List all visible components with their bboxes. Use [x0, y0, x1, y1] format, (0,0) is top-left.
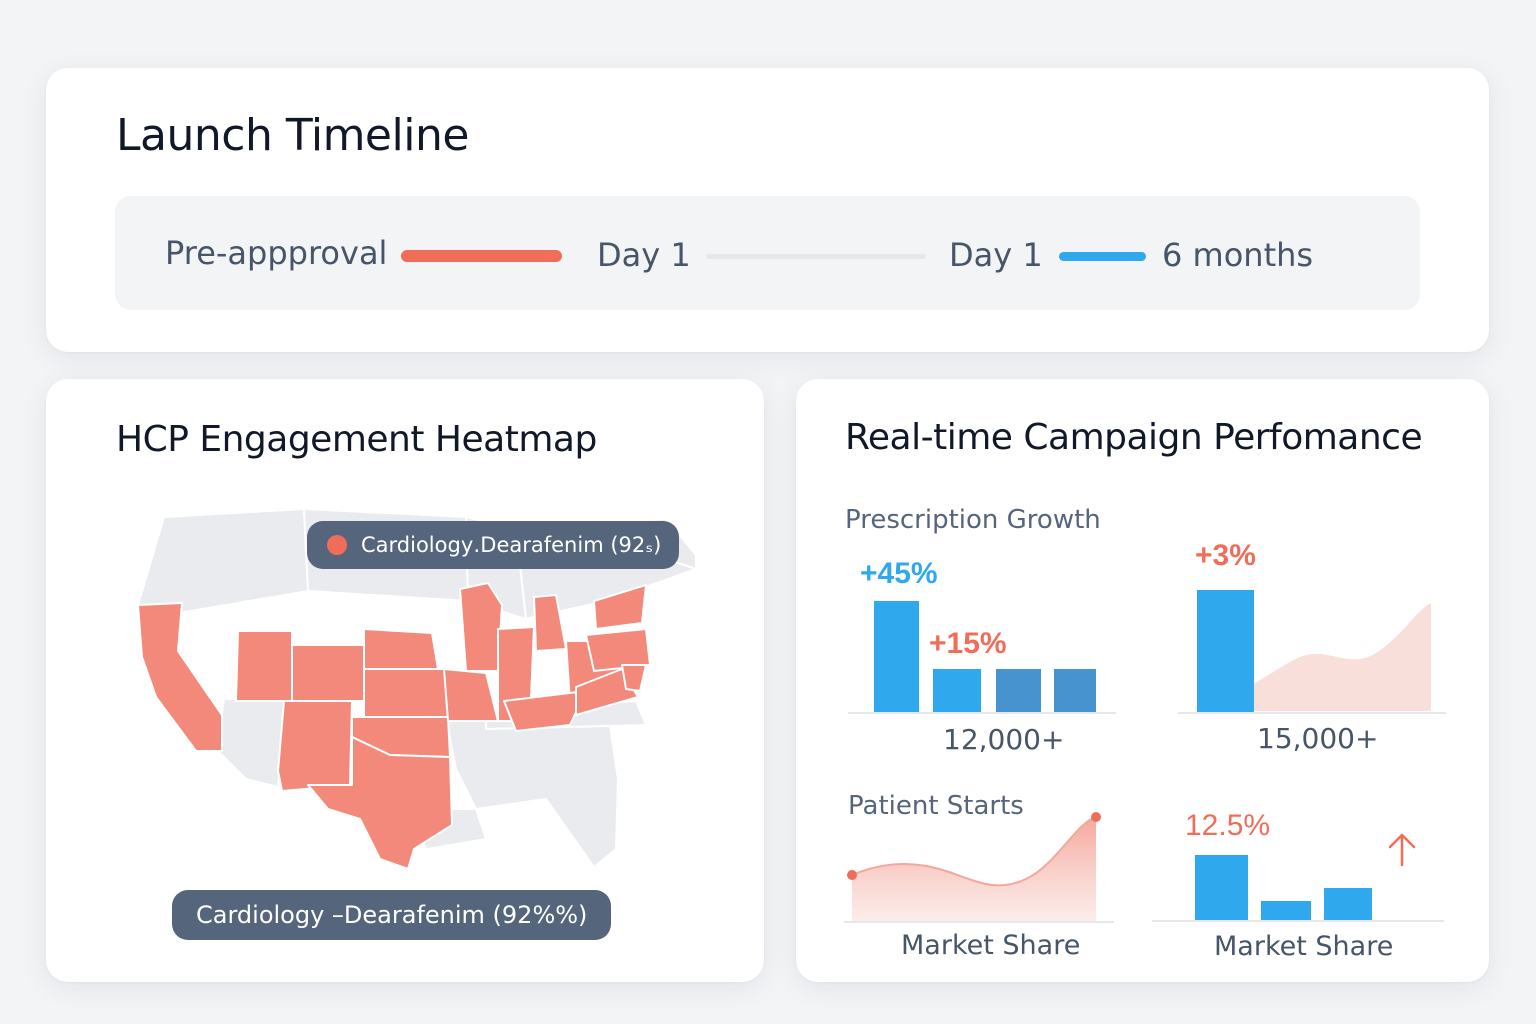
map-state-colorado [291, 644, 365, 702]
map-region-northwest [136, 507, 310, 621]
prescription-baseline [848, 712, 1116, 714]
prescription-growth-label: Prescription Growth [845, 505, 1101, 535]
prescription-bar-3[interactable] [996, 669, 1041, 712]
market-share-axis-label: Market Share [1214, 931, 1394, 962]
map-state-kansas [363, 668, 449, 718]
market-share-baseline [1152, 920, 1444, 922]
timeline-label-day-1-second: Day 1 [949, 236, 1043, 274]
map-state-utah [235, 630, 293, 702]
growth-right-baseline [1178, 712, 1446, 714]
map-state-missouri [443, 668, 499, 722]
timeline-label-6-months: 6 months [1162, 236, 1314, 274]
patient-starts-baseline [844, 921, 1114, 923]
patient-starts-point-end [1091, 812, 1101, 822]
patient-starts-axis-label: Market Share [901, 930, 1081, 961]
market-share-pct: 12.5% [1185, 809, 1271, 842]
map-state-wyoming [363, 628, 439, 670]
us-map [136, 507, 698, 870]
map-state-pennsylvania [585, 628, 651, 672]
timeline-track: Pre-appproval Day 1 Day 1 6 months [115, 196, 1420, 310]
prescription-bar-4[interactable] [1054, 669, 1096, 712]
heatmap-tooltip-top[interactable]: Cardiology․Dearafenim (92ₛ) [307, 521, 680, 569]
up-arrow-icon [1388, 833, 1416, 867]
map-state-arizona [277, 700, 353, 792]
map-state-california [137, 602, 223, 752]
campaign-title: Real-time Campaign Perfomance [845, 417, 1423, 458]
map-state-wisconsin [459, 582, 503, 672]
prescription-bar-2[interactable] [933, 669, 981, 712]
growth-right-total: 15,000+ [1257, 722, 1379, 755]
market-share-bar-1[interactable] [1195, 855, 1248, 920]
map-state-maryland [621, 664, 647, 692]
launch-timeline-card: Launch Timeline Pre-appproval Day 1 Day … [46, 68, 1489, 352]
prescription-growth-pct-secondary: +15% [929, 627, 1007, 660]
growth-right-pct: +3% [1195, 539, 1256, 572]
patient-starts-area-chart [847, 812, 1101, 921]
prescription-growth-pct: +45% [860, 557, 938, 590]
market-share-bar-3[interactable] [1324, 888, 1372, 920]
timeline-segment-pre-approval [401, 250, 562, 262]
growth-right-bar[interactable] [1197, 590, 1254, 712]
map-state-texas [307, 736, 453, 870]
patient-starts-point-start [847, 870, 857, 880]
timeline-label-pre-approval: Pre-appproval [165, 234, 388, 272]
timeline-label-day-1: Day 1 [597, 236, 691, 274]
heatmap-tooltip-top-text: Cardiology․Dearafenim (92ₛ) [361, 533, 662, 557]
prescription-total: 12,000+ [943, 723, 1065, 756]
map-region-southwest [214, 698, 288, 789]
patient-starts-label: Patient Starts [848, 791, 1024, 821]
growth-right-area-chart [1246, 603, 1431, 711]
timeline-segment-launch [706, 254, 926, 259]
red-dot-icon [327, 535, 347, 555]
heatmap-tooltip-bottom-text: Cardiology –Dearafenim (92%%) [196, 901, 588, 929]
market-share-bar-2[interactable] [1261, 901, 1311, 920]
heatmap-tooltip-bottom[interactable]: Cardiology –Dearafenim (92%%) [172, 890, 612, 940]
map-state-virginia [575, 668, 639, 716]
map-state-kentucky [503, 690, 587, 732]
timeline-segment-post-launch [1059, 252, 1146, 261]
launch-timeline-title: Launch Timeline [116, 110, 469, 161]
heatmap-title: HCP Engagement Heatmap [116, 419, 597, 460]
prescription-bar-1[interactable] [874, 601, 919, 712]
hcp-engagement-heatmap-card: HCP Engagement Heatmap [46, 379, 764, 982]
map-state-new-york [593, 584, 647, 630]
campaign-performance-card: Real-time Campaign Perfomance Prescripti… [796, 379, 1489, 982]
